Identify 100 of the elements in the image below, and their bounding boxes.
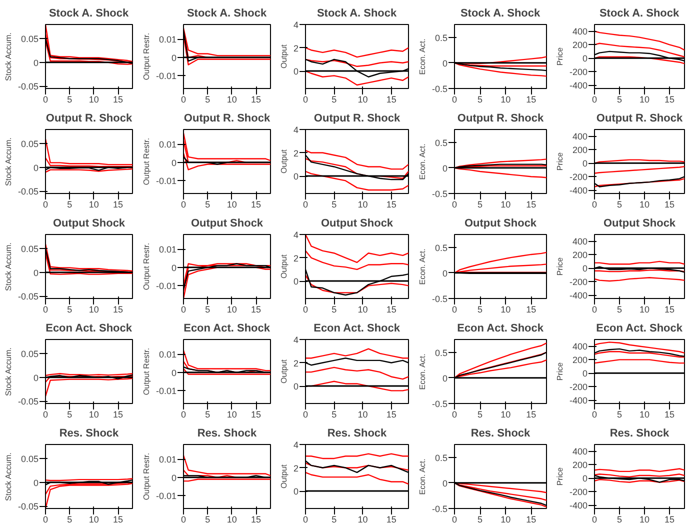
y-tick-label: 0 [442, 268, 448, 278]
y-axis-title: Price [555, 466, 564, 486]
chart-title: Stock A. Shock [460, 8, 542, 20]
y-axis-title: Stock Accum. [4, 347, 13, 396]
y-tick-label: 0 [582, 158, 588, 169]
y-axis-title: Price [555, 256, 564, 276]
y-axis-title: Econ. Act. [418, 38, 427, 75]
chart-title: Econ Act. Shock [457, 322, 544, 334]
x-tick-label: 5 [478, 410, 483, 420]
x-tick-label: 15 [526, 304, 536, 314]
y-tick-label: 400 [572, 26, 588, 37]
x-tick-label: 15 [250, 410, 262, 420]
y-axis-title: Output [279, 464, 288, 489]
y-tick-label: 0 [293, 66, 299, 77]
x-tick-label: 15 [250, 94, 262, 104]
chart-title: Output Shock [52, 218, 126, 230]
y-tick-label: 2 [293, 358, 299, 368]
x-tick-label: 10 [500, 410, 511, 420]
chart-title: Econ Act. Shock [46, 322, 133, 334]
y-tick-label: 0 [442, 478, 448, 488]
y-tick-label: -400 [569, 500, 588, 511]
chart-title: Res. Shock [610, 428, 670, 440]
y-tick-label: -0.05 [18, 82, 38, 92]
y-axis-title: Output Restr. [142, 348, 151, 396]
y-tick-label: -0.5 [432, 399, 448, 409]
x-tick-label: 0 [592, 94, 598, 104]
x-tick-label: 0 [42, 94, 48, 104]
x-tick-label: 5 [67, 514, 72, 524]
y-tick-label: -400 [569, 186, 588, 196]
x-tick-label: 10 [639, 410, 650, 420]
y-tick-label: 0 [293, 172, 299, 182]
x-tick-label: 10 [500, 200, 511, 210]
x-tick-label: 0 [302, 514, 308, 524]
x-tick-label: 10 [226, 410, 237, 420]
y-tick-label: -0.01 [156, 281, 176, 292]
y-axis-title: Econ. Act. [418, 144, 427, 180]
y-tick-label: 0 [582, 368, 588, 379]
y-axis-title: Output [279, 254, 288, 279]
x-tick-label: 10 [358, 200, 368, 210]
x-tick-label: 0 [592, 410, 598, 420]
y-tick-label: -0.5 [432, 84, 448, 94]
x-tick-label: 15 [250, 514, 262, 524]
x-tick-label: 0 [42, 410, 48, 420]
x-tick-label: 5 [332, 200, 337, 210]
x-tick-label: 0 [42, 304, 48, 314]
chart-title: Stock A. Shock [599, 8, 680, 20]
y-tick-label: 0.01 [158, 454, 177, 465]
x-tick-label: 0 [180, 410, 186, 420]
y-tick-label: 200 [572, 40, 588, 50]
x-tick-label: 0 [302, 94, 308, 104]
x-tick-label: 5 [332, 410, 337, 420]
x-tick-label: 10 [226, 514, 237, 524]
y-tick-label: -0.01 [156, 386, 176, 396]
x-tick-label: 5 [67, 200, 72, 210]
chart-title: Output R. Shock [184, 112, 271, 124]
y-tick-label: 0 [171, 158, 177, 168]
x-tick-label: 10 [639, 200, 650, 210]
x-tick-label: 0 [302, 200, 308, 210]
y-tick-label: 0 [171, 368, 177, 378]
chart-title: Res. Shock [327, 428, 388, 440]
x-tick-label: 10 [639, 514, 650, 524]
y-tick-label: 0 [171, 52, 177, 63]
y-tick-label: 0 [33, 58, 39, 68]
x-tick-label: 5 [67, 304, 72, 314]
y-tick-label: -0.01 [156, 71, 176, 82]
y-tick-label: 400 [572, 132, 588, 142]
y-axis-title: Stock Accum. [4, 137, 13, 186]
y-tick-label: -0.01 [156, 176, 176, 186]
y-tick-label: -0.5 [432, 294, 448, 304]
x-tick-label: 15 [664, 304, 675, 314]
y-tick-label: 400 [572, 446, 588, 457]
chart-title: Output R. Shock [314, 112, 401, 124]
y-tick-label: 0 [293, 382, 299, 392]
y-tick-label: 0.5 [434, 348, 448, 358]
y-tick-label: -200 [569, 172, 588, 182]
y-tick-label: -200 [569, 382, 588, 392]
y-tick-label: -0.5 [432, 504, 448, 514]
x-tick-label: 5 [332, 304, 337, 314]
y-tick-label: 0 [171, 472, 177, 483]
x-tick-label: 15 [664, 94, 675, 104]
y-tick-label: 0 [171, 262, 177, 273]
y-tick-label: -200 [569, 487, 588, 498]
y-tick-label: 2 [293, 148, 299, 158]
x-tick-label: 15 [526, 94, 536, 104]
x-tick-label: 0 [302, 410, 308, 420]
y-tick-label: -200 [569, 277, 588, 288]
y-tick-label: -400 [569, 396, 588, 406]
y-axis-title: Econ. Act. [418, 354, 427, 390]
y-tick-label: 2 [293, 253, 299, 264]
y-axis-title: Output Restr. [142, 138, 151, 186]
x-tick-label: 15 [112, 94, 124, 104]
y-tick-label: 0.05 [20, 34, 39, 44]
x-tick-label: 5 [478, 94, 483, 104]
y-tick-label: 0 [442, 58, 448, 68]
x-tick-label: 15 [526, 200, 536, 210]
y-tick-label: -400 [569, 290, 588, 301]
x-tick-label: 5 [205, 200, 210, 210]
x-tick-label: 5 [205, 514, 210, 524]
y-tick-label: 0.01 [158, 140, 177, 150]
x-tick-label: 0 [592, 200, 598, 210]
